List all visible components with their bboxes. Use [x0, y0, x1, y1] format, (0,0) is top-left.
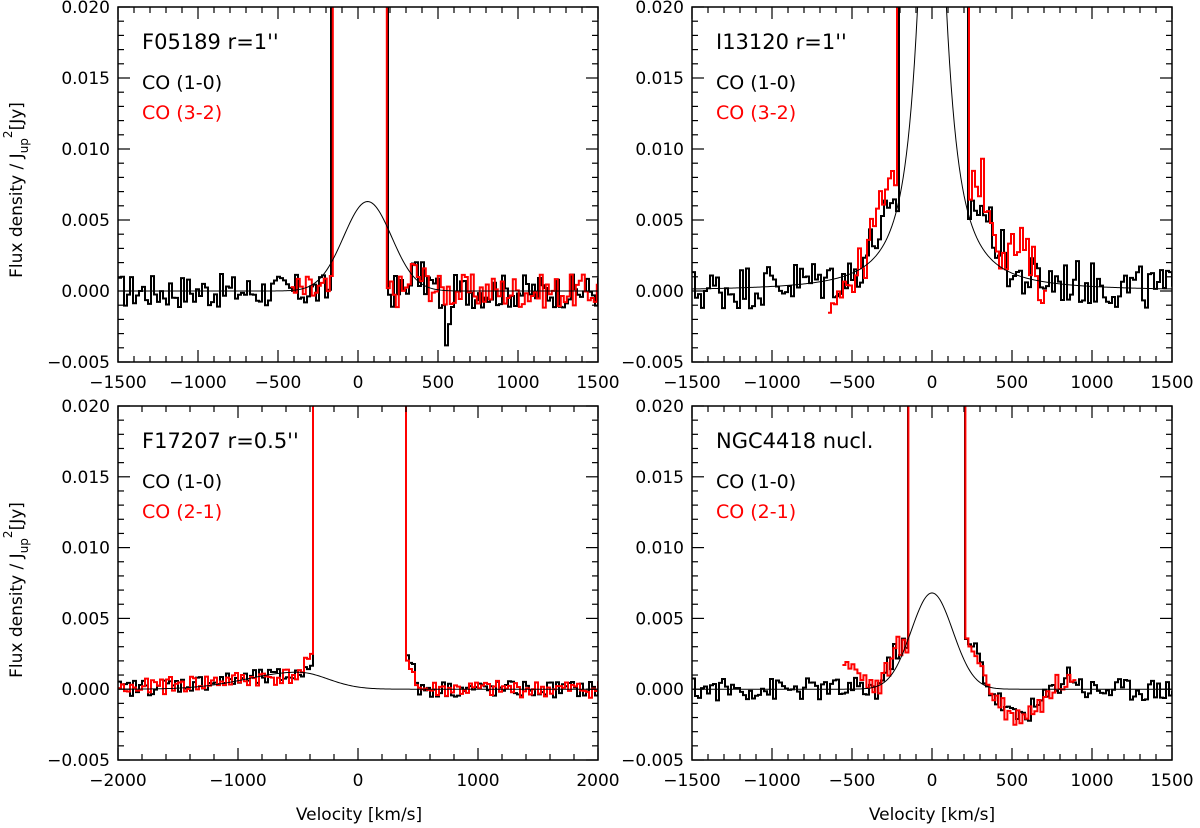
- x-tick-label: 1000: [456, 771, 499, 791]
- y-tick-label: 0.010: [635, 140, 684, 160]
- panel-ngc4418: −1500 −1000 −500 0 500 1000 1500 −0.005 0.000 0.0…: [621, 397, 1194, 791]
- y-tick-label: 0.005: [635, 609, 684, 629]
- y-tick-label: −0.005: [621, 751, 684, 771]
- series-co-2-1-: [118, 406, 598, 699]
- x-tick-label: 500: [996, 373, 1028, 393]
- y-tick-label: 0.000: [635, 680, 684, 700]
- axes-frame: [117, 6, 599, 363]
- series-co-1-0-: [118, 7, 598, 347]
- y-tick-label: 0.000: [61, 680, 110, 700]
- x-tick-label: 500: [422, 373, 454, 393]
- x-tick-label: 1000: [1070, 771, 1113, 791]
- legend-entry-cohigh: CO (2-1): [716, 501, 796, 523]
- y-tick-label: −0.005: [47, 353, 110, 373]
- svg-text:Flux density / Jup2[Jy]: Flux density / Jup2[Jy]: [1, 502, 31, 678]
- legend-entry-cohigh: CO (3-2): [716, 102, 796, 124]
- y-tick-label: 0.010: [61, 539, 110, 559]
- plot-area: [692, 7, 1172, 314]
- y-axis-label-top: Flux density / Jup2[Jy]: [1, 102, 31, 278]
- x-tick-label: 1000: [496, 373, 539, 393]
- legend-entry-co10: CO (1-0): [142, 72, 222, 94]
- x-tick-label: −1000: [743, 771, 801, 791]
- legend-entry-co10: CO (1-0): [716, 72, 796, 94]
- fit-curve: [118, 671, 598, 690]
- y-tick-label: 0.000: [635, 282, 684, 302]
- y-tick-label: 0.005: [61, 609, 110, 629]
- legend-entry-co10: CO (1-0): [716, 471, 796, 493]
- series-co-1-0-: [692, 406, 1172, 722]
- x-axis-label-left: Velocity [km/s]: [296, 805, 422, 825]
- y-tick-label: 0.015: [61, 468, 110, 488]
- plot-area: [118, 7, 598, 347]
- axes-frame: [691, 6, 1173, 363]
- y-tick-label: 0.010: [61, 140, 110, 160]
- panel-title: I13120 r=1'': [716, 30, 847, 54]
- x-tick-label: −1500: [663, 771, 721, 791]
- legend-entry-co10: CO (1-0): [142, 471, 222, 493]
- y-tick-label: 0.020: [61, 0, 110, 18]
- y-tick-label: 0.020: [61, 397, 110, 417]
- series-co-1-0-: [118, 406, 598, 699]
- panel-title: NGC4418 nucl.: [716, 429, 873, 453]
- y-tick-label: 0.015: [635, 468, 684, 488]
- y-tick-label: 0.020: [635, 397, 684, 417]
- plot-area: [118, 406, 598, 699]
- x-tick-label: −1000: [743, 373, 801, 393]
- plot-area: [692, 406, 1172, 726]
- x-tick-label: 500: [996, 771, 1028, 791]
- fit-curve: [118, 201, 598, 292]
- x-tick-label: 1500: [1150, 771, 1193, 791]
- axes-frame: [691, 405, 1173, 761]
- y-tick-label: 0.005: [61, 211, 110, 231]
- y-tick-label: 0.010: [635, 539, 684, 559]
- x-tick-label: −500: [255, 373, 302, 393]
- panel-f17207: −2000 −1000 0 1000 2000 −0.005 0.000 0.005 0.010…: [47, 397, 620, 791]
- series-co-2-1-: [842, 406, 1077, 726]
- x-tick-label: 0: [927, 771, 938, 791]
- y-tick-label: 0.000: [61, 282, 110, 302]
- svg-text:Flux density / Jup2[Jy]: Flux density / Jup2[Jy]: [1, 102, 31, 278]
- x-tick-label: −2000: [89, 771, 147, 791]
- x-tick-label: −500: [829, 771, 876, 791]
- legend-entry-cohigh: CO (3-2): [142, 102, 222, 124]
- x-tick-label: −1000: [169, 373, 227, 393]
- x-tick-label: 1500: [576, 373, 619, 393]
- legend-entry-cohigh: CO (2-1): [142, 501, 222, 523]
- x-tick-label: 0: [927, 373, 938, 393]
- x-tick-label: −1000: [209, 771, 267, 791]
- y-axis-label-bottom: Flux density / Jup2[Jy]: [1, 502, 31, 678]
- y-tick-label: −0.005: [621, 353, 684, 373]
- x-tick-label: −500: [829, 373, 876, 393]
- panel-title: F17207 r=0.5'': [142, 429, 299, 453]
- series-co-1-0-: [692, 7, 1172, 310]
- y-tick-label: 0.020: [635, 0, 684, 18]
- panel-f05189: −1500 −1000 −500 0 500 1000 1500 −0.005 0.000 0.0…: [47, 0, 620, 393]
- x-tick-label: 1000: [1070, 373, 1113, 393]
- axes-frame: [117, 405, 599, 761]
- y-tick-label: −0.005: [47, 751, 110, 771]
- fit-curve: [692, 7, 1172, 290]
- x-tick-label: 0: [353, 373, 364, 393]
- x-axis-label-right: Velocity [km/s]: [869, 805, 995, 825]
- y-tick-label: 0.005: [635, 211, 684, 231]
- y-tick-label: 0.015: [61, 69, 110, 89]
- y-tick-label: 0.015: [635, 69, 684, 89]
- panel-i13120: −1500 −1000 −500 0 500 1000 1500 −0.005 0.000 0.0…: [621, 0, 1194, 393]
- x-tick-label: 2000: [576, 771, 619, 791]
- panel-title: F05189 r=1'': [142, 30, 279, 54]
- series-co-3-2-: [828, 7, 1047, 314]
- x-tick-label: 1500: [1150, 373, 1193, 393]
- series-co-3-2-: [290, 7, 598, 309]
- x-tick-label: −1500: [89, 373, 147, 393]
- x-tick-label: 0: [353, 771, 364, 791]
- fit-curve: [692, 592, 1172, 690]
- x-tick-label: −1500: [663, 373, 721, 393]
